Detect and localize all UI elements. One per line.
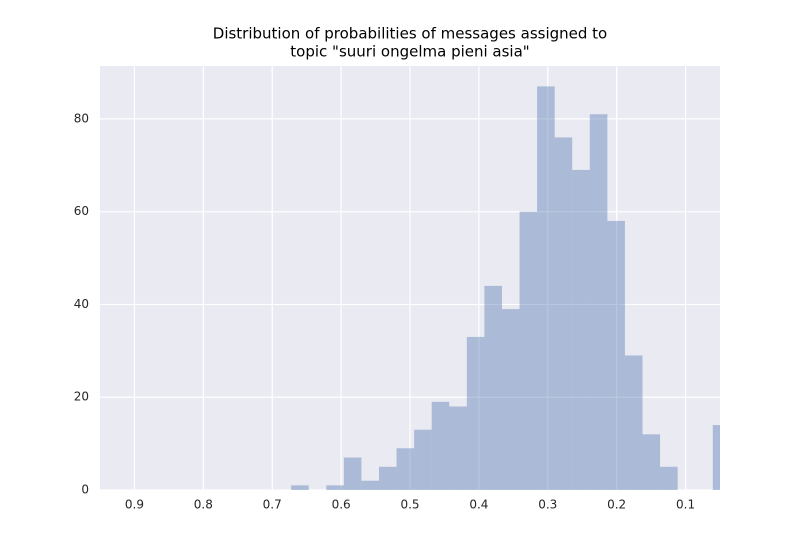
- grid: [100, 66, 720, 491]
- bar: [343, 457, 362, 490]
- bar: [519, 211, 538, 490]
- bar: [589, 114, 608, 490]
- bars: [291, 86, 720, 490]
- bar: [326, 485, 344, 490]
- bar: [449, 406, 467, 490]
- x-tick-label: 0.2: [607, 498, 626, 512]
- chart-title: topic "suuri ongelma pieni asia": [290, 43, 529, 61]
- bar: [291, 485, 309, 490]
- x-tick-label: 0.5: [400, 498, 419, 512]
- bar: [660, 466, 678, 490]
- bar: [642, 434, 661, 490]
- y-tick-label: 40: [74, 297, 89, 311]
- y-tick-label: 60: [74, 204, 89, 218]
- y-tick-label: 20: [74, 390, 89, 404]
- bar: [554, 137, 573, 490]
- x-tick-label: 0.7: [263, 498, 282, 512]
- x-tick-label: 0.3: [538, 498, 557, 512]
- bar: [537, 86, 555, 490]
- bar: [712, 425, 720, 490]
- bar: [501, 309, 520, 490]
- bar: [624, 355, 643, 490]
- x-tick-label: 0.4: [469, 498, 488, 512]
- x-tick-label: 0.6: [332, 498, 351, 512]
- bar: [414, 429, 432, 490]
- x-tick-label: 0.1: [676, 498, 695, 512]
- bar: [379, 466, 397, 490]
- y-tick-label: 80: [74, 111, 89, 125]
- x-tick-label: 0.9: [125, 498, 144, 512]
- bar: [466, 336, 485, 490]
- y-tick-label: 0: [81, 483, 89, 497]
- bar: [396, 448, 415, 490]
- chart-title: Distribution of probabilities of message…: [213, 25, 607, 43]
- bar: [431, 401, 450, 490]
- bar: [361, 480, 379, 490]
- x-tick-label: 0.8: [194, 498, 213, 512]
- bar: [572, 169, 590, 490]
- bar: [607, 220, 625, 490]
- bar: [484, 285, 502, 490]
